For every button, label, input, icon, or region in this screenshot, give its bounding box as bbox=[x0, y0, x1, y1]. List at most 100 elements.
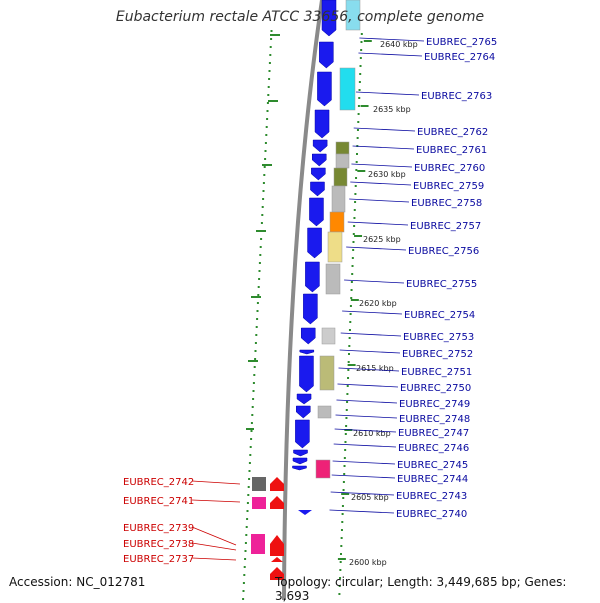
label-leader bbox=[342, 310, 403, 315]
gc-dot bbox=[260, 222, 263, 224]
gc-dot bbox=[340, 537, 343, 539]
gene-label[interactable]: EUBREC_2759 bbox=[413, 181, 484, 192]
kbp-label: 2600 kbp bbox=[349, 558, 387, 567]
gc-dot bbox=[268, 70, 271, 72]
gc-dot bbox=[261, 214, 264, 216]
gene-label[interactable]: EUBREC_2749 bbox=[399, 399, 470, 410]
gc-dot bbox=[244, 558, 247, 560]
gene-label[interactable]: EUBREC_2745 bbox=[397, 460, 468, 471]
gc-dot bbox=[262, 190, 265, 192]
genome-backbone bbox=[282, 0, 324, 600]
forward-gene-arrow bbox=[321, 0, 337, 37]
label-leader bbox=[351, 163, 413, 168]
cog-block bbox=[325, 263, 341, 295]
forward-gene-arrow bbox=[309, 197, 324, 227]
gene-label[interactable]: EUBREC_2751 bbox=[401, 367, 472, 378]
kbp-label: 2635 kbp bbox=[373, 105, 411, 114]
gene-label[interactable]: EUBREC_2762 bbox=[417, 127, 488, 138]
gene-label[interactable]: EUBREC_2752 bbox=[402, 349, 473, 360]
gc-dot bbox=[352, 233, 355, 235]
gc-bar bbox=[251, 296, 261, 298]
gc-dot bbox=[258, 278, 261, 280]
gene-label[interactable]: EUBREC_2747 bbox=[398, 428, 469, 439]
gene-label[interactable]: EUBREC_2753 bbox=[403, 332, 474, 343]
gene-label[interactable]: EUBREC_2756 bbox=[408, 246, 479, 257]
gc-dot bbox=[357, 113, 360, 115]
cog-block bbox=[315, 459, 331, 479]
label-leader bbox=[339, 349, 401, 354]
gc-dot bbox=[350, 281, 353, 283]
gc-dot bbox=[355, 161, 358, 163]
gc-dot bbox=[343, 465, 346, 467]
gene-label[interactable]: EUBREC_2750 bbox=[400, 383, 471, 394]
gene-label[interactable]: EUBREC_2758 bbox=[411, 198, 482, 209]
gene-label[interactable]: EUBREC_2742 bbox=[123, 477, 194, 488]
gc-dot bbox=[261, 206, 264, 208]
kbp-label: 2605 kbp bbox=[351, 493, 389, 502]
label-leader bbox=[346, 246, 407, 251]
gc-dot bbox=[344, 441, 347, 443]
label-leader bbox=[334, 428, 397, 433]
gc-dot bbox=[246, 510, 249, 512]
gc-dot bbox=[357, 105, 360, 107]
gene-label[interactable]: EUBREC_2738 bbox=[123, 539, 194, 550]
label-leader bbox=[355, 91, 420, 96]
kbp-label: 2640 kbp bbox=[380, 40, 418, 49]
gene-label[interactable]: EUBREC_2760 bbox=[414, 163, 485, 174]
gene-label[interactable]: EUBREC_2743 bbox=[396, 491, 467, 502]
forward-gene-arrow bbox=[307, 227, 322, 259]
gc-dot bbox=[341, 513, 344, 515]
forward-gene-arrow bbox=[299, 355, 314, 393]
gene-label[interactable]: EUBREC_2757 bbox=[410, 221, 481, 232]
gc-dot bbox=[343, 473, 346, 475]
gc-dot bbox=[249, 446, 252, 448]
gc-dot bbox=[349, 305, 352, 307]
forward-gene-arrow bbox=[298, 510, 312, 515]
gc-dot bbox=[349, 321, 352, 323]
map-title: Eubacterium rectale ATCC 33656, complete… bbox=[115, 9, 485, 25]
gc-dot bbox=[270, 38, 273, 40]
label-leader bbox=[191, 480, 241, 485]
forward-gene-arrow bbox=[305, 261, 320, 293]
gc-dot bbox=[345, 425, 348, 427]
gene-label[interactable]: EUBREC_2755 bbox=[406, 279, 477, 290]
gene-label[interactable]: EUBREC_2746 bbox=[398, 443, 469, 454]
kbp-label: 2610 kbp bbox=[353, 429, 391, 438]
gene-label[interactable]: EUBREC_2763 bbox=[421, 91, 492, 102]
gc-dot bbox=[254, 350, 257, 352]
gc-dot bbox=[344, 449, 347, 451]
label-leader bbox=[331, 474, 396, 479]
label-leader bbox=[340, 332, 402, 337]
cog-block bbox=[327, 231, 343, 263]
gc-dot bbox=[251, 406, 254, 408]
gene-label[interactable]: EUBREC_2764 bbox=[424, 52, 495, 63]
gene-label[interactable]: EUBREC_2739 bbox=[123, 523, 194, 534]
label-leader bbox=[330, 491, 395, 496]
gc-dot bbox=[265, 134, 268, 136]
gc-dot bbox=[266, 118, 269, 120]
gc-dot bbox=[360, 41, 363, 43]
cog-block bbox=[339, 67, 356, 111]
gc-dot bbox=[247, 486, 250, 488]
reverse-strand-genes bbox=[251, 477, 284, 580]
gc-dot bbox=[353, 209, 356, 211]
gc-dot bbox=[342, 489, 345, 491]
gene-label[interactable]: EUBREC_2761 bbox=[416, 145, 487, 156]
gene-label[interactable]: EUBREC_2744 bbox=[397, 474, 468, 485]
gc-dot bbox=[262, 198, 265, 200]
gene-label[interactable]: EUBREC_2740 bbox=[396, 509, 467, 520]
gc-dot bbox=[358, 89, 361, 91]
gc-dot bbox=[354, 193, 357, 195]
gc-dot bbox=[252, 398, 255, 400]
gc-dot bbox=[242, 590, 245, 592]
gc-dot bbox=[255, 334, 258, 336]
gene-label[interactable]: EUBREC_2737 bbox=[123, 554, 194, 565]
gc-dot bbox=[343, 457, 346, 459]
gene-label[interactable]: EUBREC_2748 bbox=[399, 414, 470, 425]
gene-label[interactable]: EUBREC_2754 bbox=[404, 310, 475, 321]
forward-gene-arrow bbox=[296, 393, 312, 405]
gene-label[interactable]: EUBREC_2765 bbox=[426, 37, 497, 48]
gene-label[interactable]: EUBREC_2741 bbox=[123, 496, 194, 507]
cog-block bbox=[331, 185, 346, 213]
gc-dot bbox=[341, 505, 344, 507]
